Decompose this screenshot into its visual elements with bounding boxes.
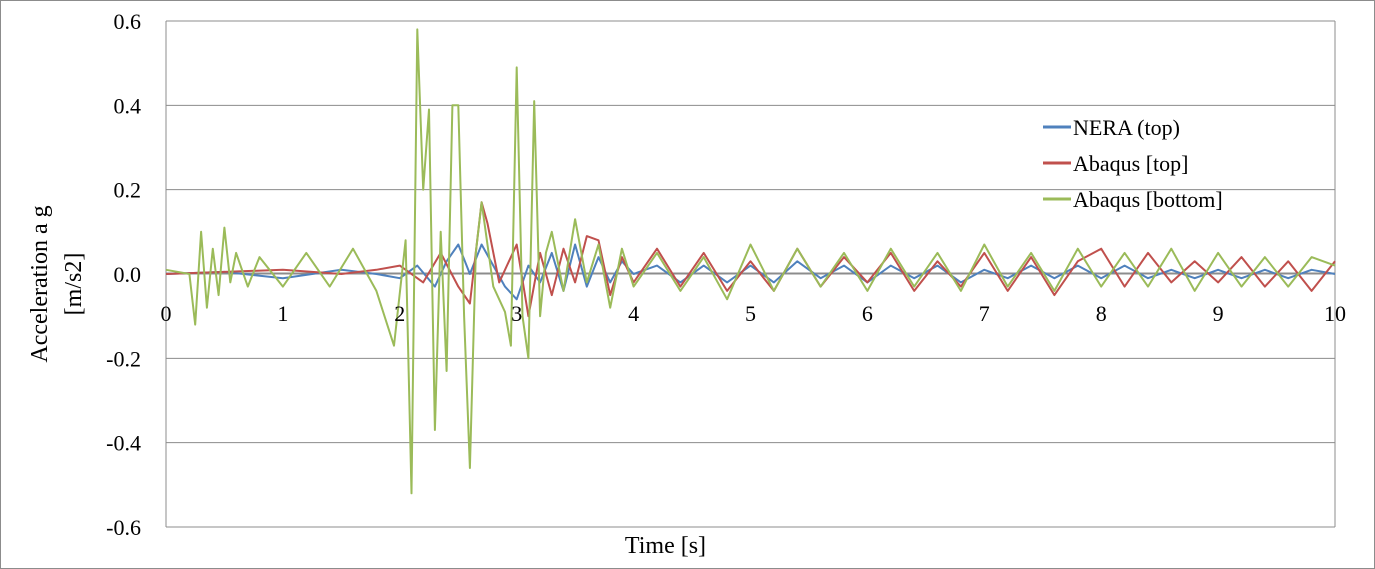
y-tick-label: 0.6 xyxy=(114,9,142,34)
x-tick-label: 2 xyxy=(394,301,405,326)
tick-labels: 0.6 0.4 0.2 0.0 -0.2 -0.4 -0.6 0 1 2 3 4 5 6 7 8 9 10 xyxy=(106,9,1346,540)
y-tick-label: 0.0 xyxy=(114,262,142,287)
x-tick-label: 8 xyxy=(1096,301,1107,326)
x-tick-label: 6 xyxy=(862,301,873,326)
y-tick-label: -0.6 xyxy=(106,515,141,540)
series-lines xyxy=(165,28,1336,495)
y-tick-label: 0.2 xyxy=(114,178,142,203)
x-tick-label: 10 xyxy=(1324,301,1346,326)
x-tick-label: 3 xyxy=(511,301,522,326)
series-line-2 xyxy=(165,28,1336,495)
x-tick-label: 1 xyxy=(277,301,288,326)
x-tick-label: 9 xyxy=(1213,301,1224,326)
series-line-1 xyxy=(165,201,1336,318)
y-tick-label: -0.4 xyxy=(106,431,141,456)
x-tick-label: 5 xyxy=(745,301,756,326)
series-line-0 xyxy=(165,243,1336,301)
legend-label-2: Abaqus [bottom] xyxy=(1073,187,1223,212)
gridlines xyxy=(166,20,1335,528)
y-tick-label: 0.4 xyxy=(114,93,142,118)
y-axis-title-line-2: [m/s2] xyxy=(61,253,87,316)
y-axis-title-line-1: Acceleration a g xyxy=(27,205,53,362)
y-axis-title: Acceleration a g [m/s2] xyxy=(27,205,87,362)
legend-label-0: NERA (top) xyxy=(1073,115,1180,140)
y-tick-label: -0.2 xyxy=(106,346,141,371)
legend: NERA (top) Abaqus [top] Abaqus [bottom] xyxy=(1043,115,1223,212)
x-tick-label: 0 xyxy=(161,301,172,326)
x-tick-label: 7 xyxy=(979,301,990,326)
x-tick-label: 4 xyxy=(628,301,639,326)
legend-label-1: Abaqus [top] xyxy=(1073,151,1188,176)
x-axis-title: Time [s] xyxy=(625,533,706,559)
